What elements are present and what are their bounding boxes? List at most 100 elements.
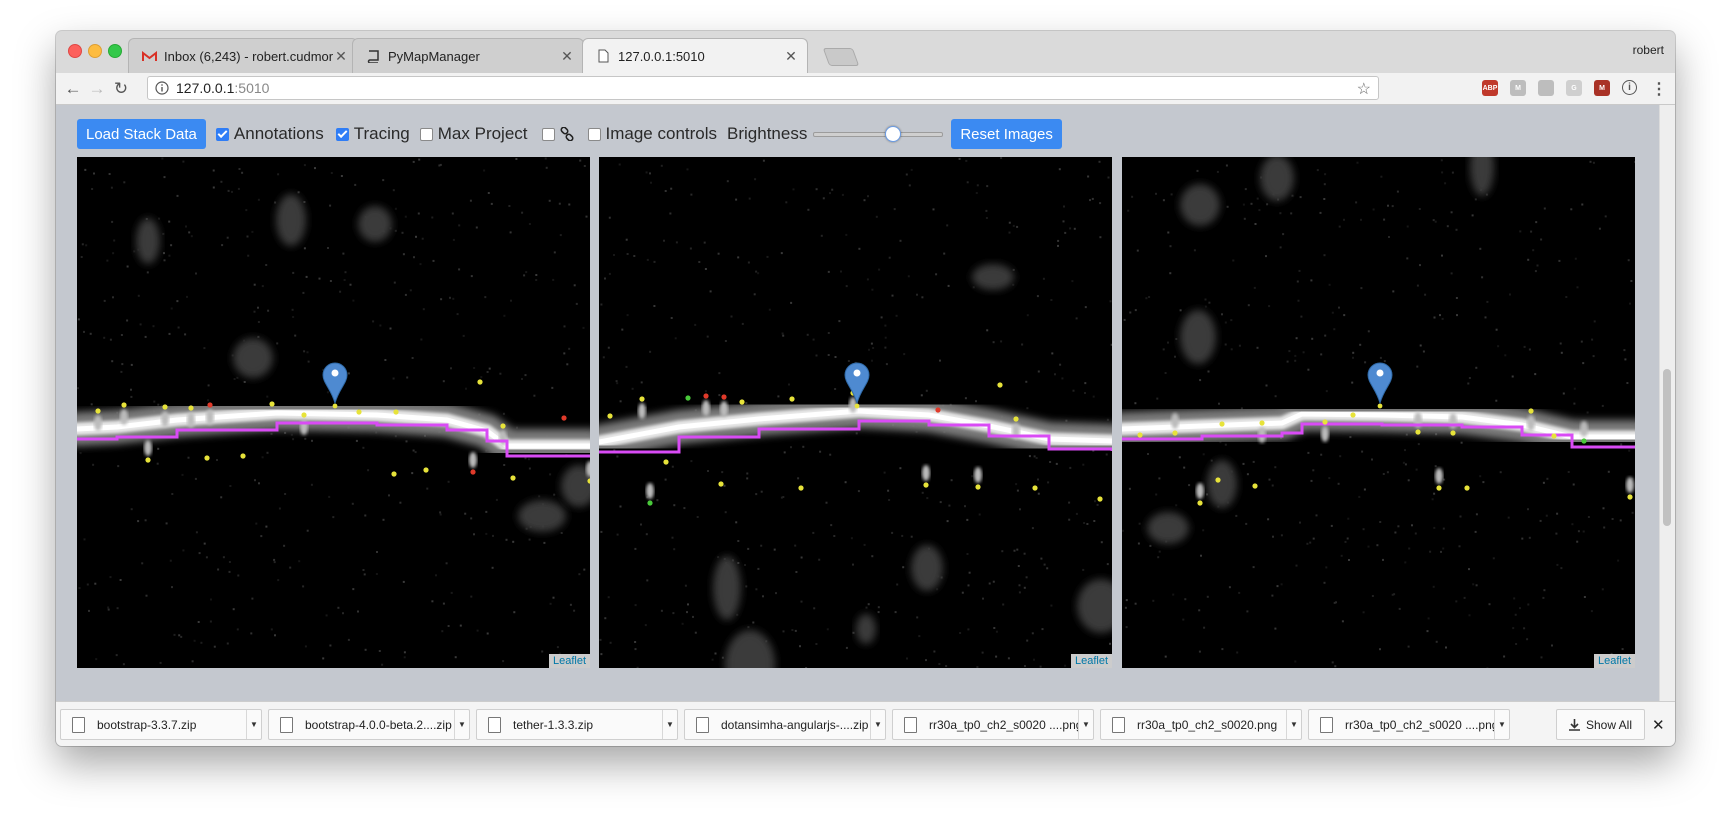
show-all-downloads-button[interactable]: Show All <box>1556 709 1645 740</box>
spine-annotation-dot[interactable] <box>1032 485 1038 491</box>
reload-icon[interactable]: ↻ <box>113 79 129 98</box>
spine-annotation-dot[interactable] <box>423 467 429 473</box>
spine-annotation-dot[interactable] <box>685 395 691 401</box>
spine-annotation-dot[interactable] <box>470 469 476 475</box>
download-menu-caret-icon[interactable]: ▼ <box>662 710 677 739</box>
adblock-icon[interactable]: ABP <box>1482 80 1498 96</box>
spine-annotation-dot[interactable] <box>500 423 506 429</box>
image-panel-1[interactable]: Leaflet <box>77 157 590 668</box>
download-item[interactable]: rr30a_tp0_ch2_s0020 ....png ▼ <box>1308 709 1510 740</box>
spine-annotation-dot[interactable] <box>1581 438 1587 444</box>
tracing-checkbox[interactable] <box>335 127 349 141</box>
spine-annotation-dot[interactable] <box>1627 494 1633 500</box>
spine-annotation-dot[interactable] <box>587 478 590 484</box>
tab-gmail[interactable]: Inbox (6,243) - robert.cudmore ✕ <box>128 38 358 73</box>
scrollbar-thumb[interactable] <box>1663 369 1671 526</box>
close-window-button[interactable] <box>68 44 82 58</box>
download-item[interactable]: bootstrap-3.3.7.zip ▼ <box>60 709 262 740</box>
map-marker-icon[interactable] <box>322 362 348 409</box>
google-icon[interactable]: G <box>1566 80 1582 96</box>
image-controls-checkbox[interactable] <box>587 127 601 141</box>
spine-annotation-dot[interactable] <box>207 402 213 408</box>
spine-annotation-dot[interactable] <box>1551 433 1557 439</box>
spine-annotation-dot[interactable] <box>301 412 307 418</box>
close-tab-icon[interactable]: ✕ <box>561 47 573 64</box>
minimize-window-button[interactable] <box>88 44 102 58</box>
menu-dots-icon[interactable]: ⋮ <box>1651 81 1667 98</box>
spine-annotation-dot[interactable] <box>997 382 1003 388</box>
download-item[interactable]: rr30a_tp0_ch2_s0020.png ▼ <box>1100 709 1302 740</box>
download-item[interactable]: bootstrap-4.0.0-beta.2....zip ▼ <box>268 709 470 740</box>
spine-annotation-dot[interactable] <box>935 407 941 413</box>
spine-annotation-dot[interactable] <box>721 394 727 400</box>
image-panel-3[interactable]: Leaflet <box>1122 157 1635 668</box>
spine-annotation-dot[interactable] <box>1415 429 1421 435</box>
download-menu-caret-icon[interactable]: ▼ <box>1286 710 1301 739</box>
close-tab-icon[interactable]: ✕ <box>335 47 347 64</box>
spine-annotation-dot[interactable] <box>269 401 275 407</box>
spine-annotation-dot[interactable] <box>121 402 127 408</box>
image-panel-2[interactable]: Leaflet <box>599 157 1112 668</box>
spine-annotation-dot[interactable] <box>477 379 483 385</box>
close-tab-icon[interactable]: ✕ <box>785 47 797 64</box>
download-menu-caret-icon[interactable]: ▼ <box>1078 710 1093 739</box>
annotations-checkbox[interactable] <box>215 127 229 141</box>
page-scrollbar[interactable] <box>1659 105 1675 701</box>
spine-annotation-dot[interactable] <box>975 484 981 490</box>
spine-annotation-dot[interactable] <box>1259 420 1265 426</box>
forward-arrow-icon[interactable]: → <box>88 79 106 98</box>
spine-annotation-dot[interactable] <box>923 482 929 488</box>
spine-annotation-dot[interactable] <box>703 393 709 399</box>
back-arrow-icon[interactable]: ← <box>64 79 82 98</box>
profile-name[interactable]: robert <box>1632 43 1664 57</box>
leaflet-attribution[interactable]: Leaflet <box>548 654 590 668</box>
leaflet-attribution[interactable]: Leaflet <box>1593 654 1635 668</box>
link-checkbox[interactable] <box>541 127 555 141</box>
spine-annotation-dot[interactable] <box>789 396 795 402</box>
download-menu-caret-icon[interactable]: ▼ <box>870 710 885 739</box>
spine-annotation-dot[interactable] <box>1172 430 1178 436</box>
map-marker-icon[interactable] <box>844 362 870 409</box>
load-stack-data-button[interactable]: Load Stack Data <box>77 119 206 149</box>
leaflet-attribution[interactable]: Leaflet <box>1070 654 1112 668</box>
tab-pymapmanager[interactable]: PyMapManager ✕ <box>352 38 584 73</box>
mendeley-icon[interactable]: M <box>1510 80 1526 96</box>
spine-annotation-dot[interactable] <box>1215 477 1221 483</box>
spine-annotation-dot[interactable] <box>663 459 669 465</box>
download-menu-caret-icon[interactable]: ▼ <box>246 710 261 739</box>
spine-annotation-dot[interactable] <box>95 408 101 414</box>
close-downloads-icon[interactable]: ✕ <box>1652 717 1665 734</box>
zoom-window-button[interactable] <box>108 44 122 58</box>
mapmanager-icon[interactable]: M <box>1594 80 1610 96</box>
brightness-slider[interactable] <box>813 126 944 142</box>
spine-annotation-dot[interactable] <box>1528 408 1534 414</box>
spine-annotation-dot[interactable] <box>739 399 745 405</box>
download-item[interactable]: dotansimha-angularjs-....zip ▼ <box>684 709 886 740</box>
spine-annotation-dot[interactable] <box>718 481 724 487</box>
spine-annotation-dot[interactable] <box>510 475 516 481</box>
download-menu-caret-icon[interactable]: ▼ <box>1494 710 1509 739</box>
spine-annotation-dot[interactable] <box>1013 416 1019 422</box>
max-project-checkbox[interactable] <box>419 127 433 141</box>
spine-annotation-dot[interactable] <box>1350 412 1356 418</box>
spine-annotation-dot[interactable] <box>240 453 246 459</box>
spine-annotation-dot[interactable] <box>1219 421 1225 427</box>
spine-annotation-dot[interactable] <box>204 455 210 461</box>
spine-annotation-dot[interactable] <box>607 413 613 419</box>
tab-localhost[interactable]: 127.0.0.1:5010 ✕ <box>582 38 808 73</box>
bookmark-star-icon[interactable]: ☆ <box>1356 81 1371 98</box>
spine-annotation-dot[interactable] <box>1252 483 1258 489</box>
spine-annotation-dot[interactable] <box>1436 485 1442 491</box>
spine-annotation-dot[interactable] <box>647 500 653 506</box>
download-item[interactable]: rr30a_tp0_ch2_s0020 ....png ▼ <box>892 709 1094 740</box>
spine-annotation-dot[interactable] <box>391 471 397 477</box>
spine-annotation-dot[interactable] <box>162 404 168 410</box>
spine-annotation-dot[interactable] <box>1097 496 1103 502</box>
download-menu-caret-icon[interactable]: ▼ <box>454 710 469 739</box>
spine-annotation-dot[interactable] <box>356 409 362 415</box>
page-icon[interactable] <box>1538 80 1554 96</box>
address-bar[interactable]: 127.0.0.1:5010 ☆ <box>147 76 1379 100</box>
spine-annotation-dot[interactable] <box>561 415 567 421</box>
brightness-slider-knob[interactable] <box>885 126 902 142</box>
info-icon[interactable]: i <box>1622 80 1637 95</box>
